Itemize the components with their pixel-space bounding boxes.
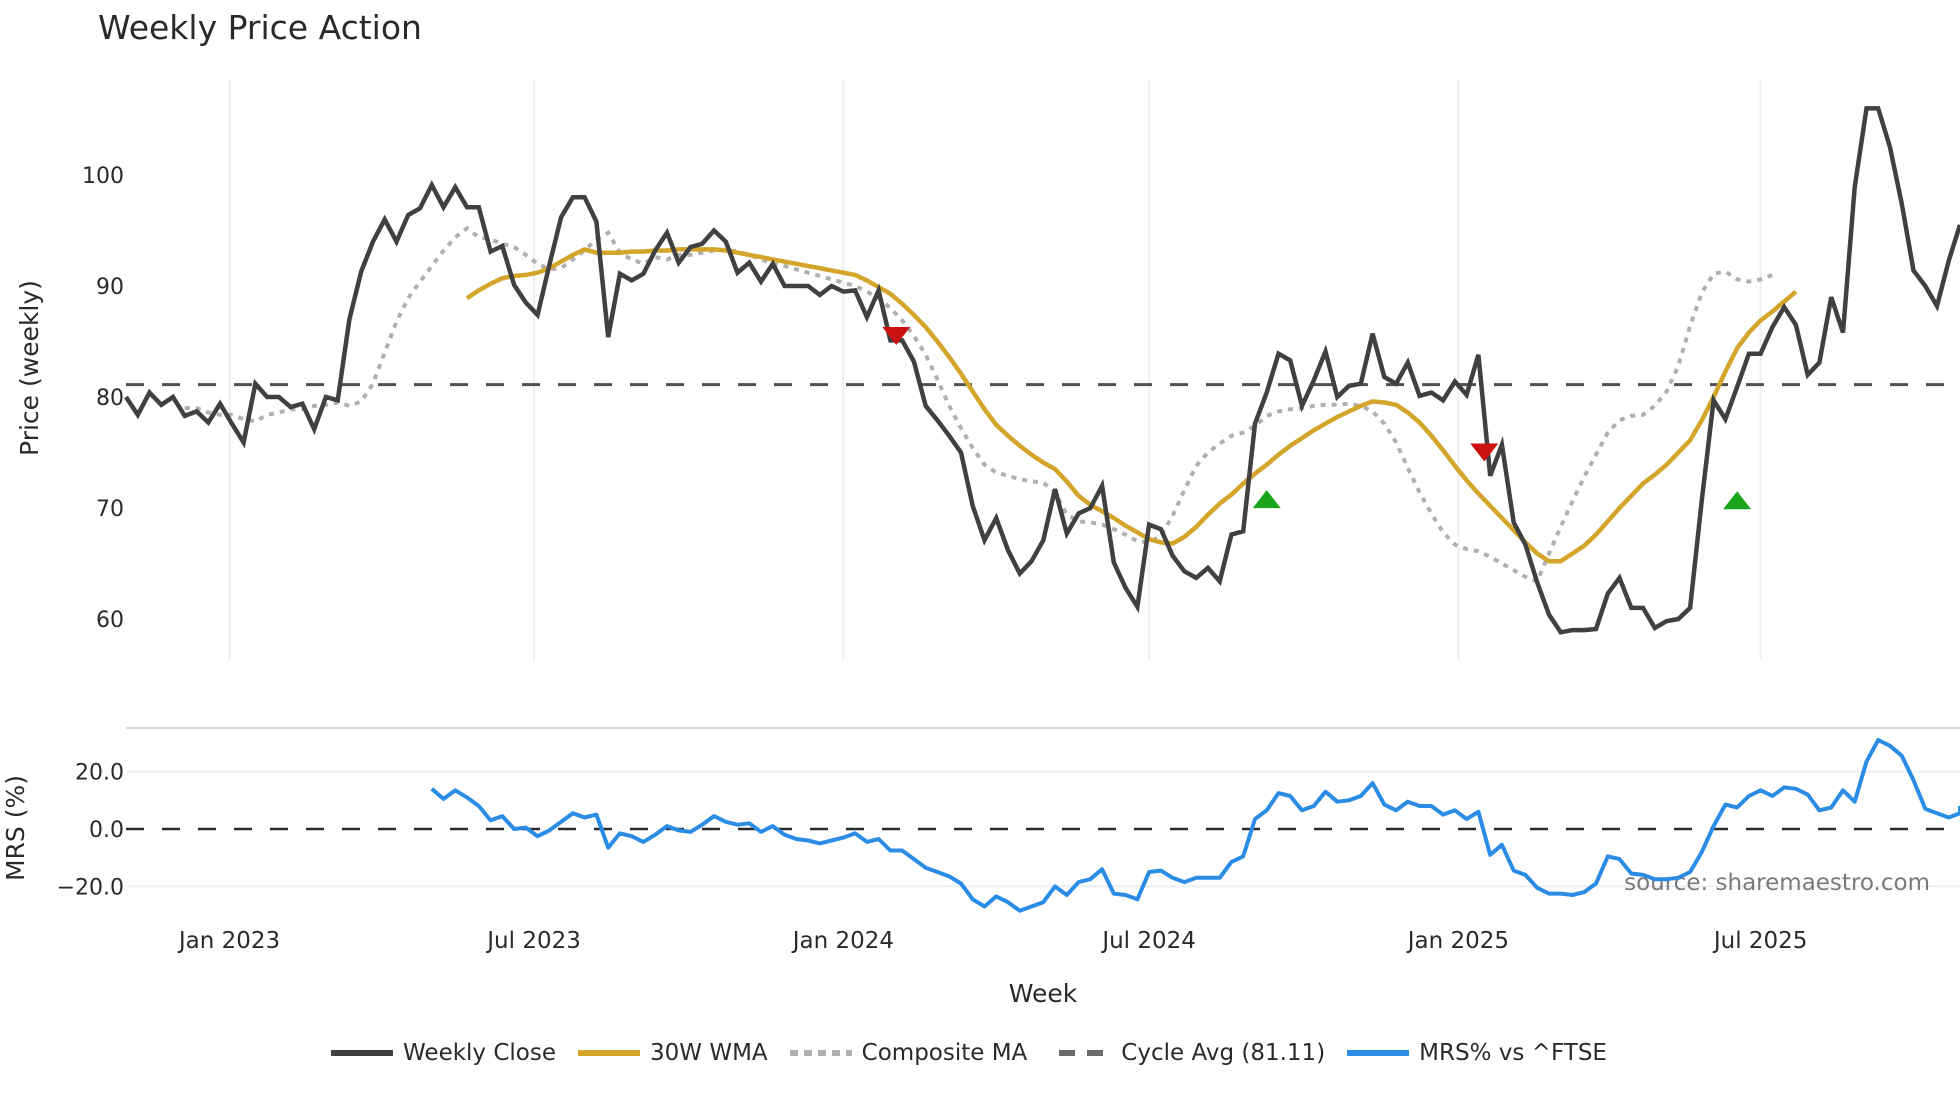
mrs-y-tick-label: 20.0 xyxy=(75,761,124,786)
price-y-tick-label: 60 xyxy=(96,608,124,633)
sell-signal-triangle-down-icon xyxy=(882,326,911,345)
price-y-tick-label: 80 xyxy=(96,386,124,411)
mrs-y-axis-title: MRS (%) xyxy=(1,775,30,881)
legend-label: MRS% vs ^FTSE xyxy=(1419,1040,1607,1066)
legend-item-cycle[interactable]: Cycle Avg (81.11) xyxy=(1049,1040,1325,1066)
mrs-y-axis: 20.0 0.0 −20.0 xyxy=(57,761,124,901)
mrs-y-tick-label: −20.0 xyxy=(57,875,124,900)
legend-label: Composite MA xyxy=(861,1040,1028,1066)
x-axis-title: Week xyxy=(1009,979,1078,1008)
legend-item-wma[interactable]: 30W WMA xyxy=(578,1040,768,1066)
composite-ma-line xyxy=(184,225,1774,584)
weekly-close-line xyxy=(124,106,1960,635)
signal-markers xyxy=(882,326,1752,510)
price-y-axis-title: Price (weekly) xyxy=(15,280,44,456)
legend-swatch-close-icon xyxy=(331,1048,394,1058)
x-tick-label: Jan 2025 xyxy=(1406,928,1509,954)
legend-swatch-wma-icon xyxy=(578,1048,641,1058)
x-tick-label: Jul 2024 xyxy=(1100,928,1196,954)
price-y-tick-label: 90 xyxy=(96,275,124,300)
price-y-tick-label: 100 xyxy=(82,164,124,189)
buy-signal-triangle-up-icon xyxy=(1252,490,1281,509)
legend-swatch-mrs-icon xyxy=(1347,1048,1410,1058)
legend-label: 30W WMA xyxy=(650,1040,768,1066)
legend-item-mrs[interactable]: MRS% vs ^FTSE xyxy=(1347,1040,1607,1066)
x-tick-label: Jan 2023 xyxy=(177,928,280,954)
legend-item-composite[interactable]: Composite MA xyxy=(789,1040,1028,1066)
legend-label: Weekly Close xyxy=(403,1040,557,1066)
buy-signal-triangle-up-icon xyxy=(1723,491,1752,510)
price-y-axis: 60 70 80 90 100 xyxy=(82,164,124,633)
chart-title: Weekly Price Action xyxy=(98,8,422,47)
wma-30w-line xyxy=(465,247,1798,564)
legend-label: Cycle Avg (81.11) xyxy=(1121,1040,1326,1066)
x-tick-label: Jul 2025 xyxy=(1712,928,1808,954)
legend: Weekly Close 30W WMA Composite MA Cycle Avg… xyxy=(0,1036,1960,1070)
mrs-line xyxy=(430,738,1960,913)
legend-swatch-cycle-icon xyxy=(1049,1048,1112,1058)
mrs-gridlines xyxy=(126,770,1960,888)
source-credit: source: sharemaestro.com xyxy=(1624,870,1930,896)
price-gridlines xyxy=(228,80,1762,660)
x-tick-label: Jan 2024 xyxy=(791,928,894,954)
legend-swatch-composite-icon xyxy=(789,1048,852,1058)
sell-signal-triangle-down-icon xyxy=(1470,443,1499,462)
mrs-y-tick-label: 0.0 xyxy=(89,818,124,843)
price-y-tick-label: 70 xyxy=(96,497,124,522)
x-tick-label: Jul 2023 xyxy=(485,928,581,954)
legend-item-close[interactable]: Weekly Close xyxy=(331,1040,556,1066)
x-axis: Jan 2023 Jul 2023 Jan 2024 Jul 2024 Jan 2025… xyxy=(177,928,1808,954)
